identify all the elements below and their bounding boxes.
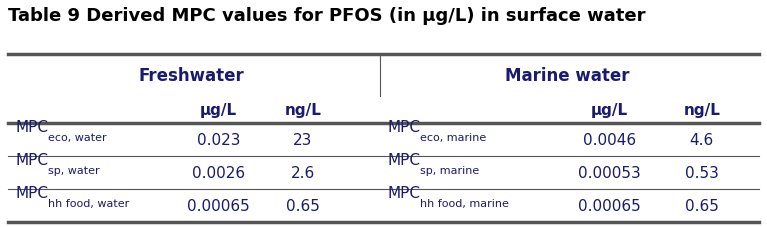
Text: 0.00053: 0.00053 [578,166,641,180]
Text: μg/L: μg/L [591,103,628,118]
Text: MPC: MPC [15,152,48,167]
Text: MPC: MPC [387,185,420,200]
Text: hh food, water: hh food, water [48,198,129,208]
Text: MPC: MPC [387,152,420,167]
Text: ng/L: ng/L [683,103,720,118]
Text: 23: 23 [293,133,313,148]
Text: μg/L: μg/L [200,103,237,118]
Text: sp, marine: sp, marine [420,165,479,175]
Text: Marine water: Marine water [505,67,630,84]
Text: MPC: MPC [15,185,48,200]
Text: ng/L: ng/L [285,103,321,118]
Text: 0.0026: 0.0026 [192,166,245,180]
Text: 0.0046: 0.0046 [583,133,637,148]
Text: sp, water: sp, water [48,165,99,175]
Text: 4.6: 4.6 [690,133,714,148]
Text: eco, water: eco, water [48,132,106,142]
Text: 0.53: 0.53 [685,166,719,180]
Text: Table 9 Derived MPC values for PFOS (in μg/L) in surface water: Table 9 Derived MPC values for PFOS (in … [8,7,645,25]
Text: 0.023: 0.023 [197,133,240,148]
Text: 0.65: 0.65 [286,199,320,213]
Text: eco, marine: eco, marine [420,132,486,142]
Text: Freshwater: Freshwater [139,67,245,84]
Text: MPC: MPC [387,119,420,134]
Text: 2.6: 2.6 [291,166,315,180]
Text: 0.65: 0.65 [685,199,719,213]
Text: 0.00065: 0.00065 [578,199,641,213]
Text: hh food, marine: hh food, marine [420,198,509,208]
Text: MPC: MPC [15,119,48,134]
Text: 0.00065: 0.00065 [187,199,250,213]
